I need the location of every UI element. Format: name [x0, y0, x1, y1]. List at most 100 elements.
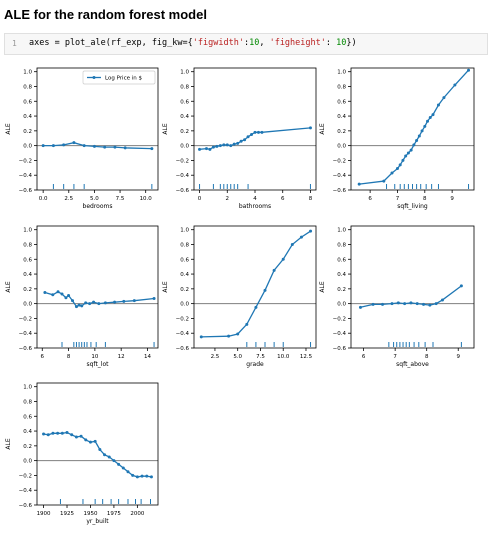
x-tick-label: 7 — [396, 196, 400, 202]
y-tick-label: 1.0 — [337, 228, 346, 234]
code-cell[interactable]: 1 axes = plot_ale(rf_exp, fig_kw={'figwi… — [4, 33, 488, 55]
y-tick-label: 1.0 — [23, 70, 32, 76]
y-tick-label: 0.2 — [180, 129, 189, 135]
y-tick-label: 1.0 — [180, 228, 189, 234]
ale-point — [56, 431, 60, 435]
y-tick-label: 1.0 — [180, 70, 189, 76]
ale-point — [103, 301, 107, 305]
ale-point — [80, 304, 84, 308]
x-tick-label: 5.0 — [90, 196, 99, 202]
y-tick-label: 0.6 — [23, 99, 32, 105]
ale-point — [229, 144, 233, 148]
x-tick-label: 7 — [393, 354, 397, 360]
y-tick-label: 0.8 — [337, 84, 346, 90]
ale-point — [243, 138, 247, 142]
ale-point — [409, 148, 413, 152]
x-tick-label: 0 — [198, 196, 202, 202]
y-axis-label: ALE — [5, 123, 12, 134]
ale-subplot-yr_built: −0.6 −0.4 −0.2 0.0 0.2 0.4 0.6 0.8 1.0 1900 1925 19… — [5, 382, 159, 525]
y-tick-label: −0.6 — [19, 503, 33, 509]
y-tick-label: −0.4 — [176, 331, 190, 337]
ale-point — [77, 303, 81, 307]
x-tick-label: 7.5 — [116, 196, 125, 202]
y-tick-label: 0.4 — [23, 429, 32, 435]
y-tick-label: −0.2 — [176, 158, 189, 164]
ale-point — [43, 291, 47, 295]
ale-point — [290, 242, 294, 246]
y-tick-label: 0.2 — [337, 287, 346, 293]
ale-point — [208, 147, 212, 151]
ale-point — [428, 116, 432, 120]
ale-point — [382, 179, 386, 183]
ale-point — [65, 431, 69, 435]
y-tick-label: −0.2 — [19, 473, 32, 479]
ale-point — [357, 182, 361, 186]
y-tick-label: 0.8 — [23, 399, 32, 405]
ale-point — [436, 103, 440, 107]
x-tick-label: 9 — [456, 354, 460, 360]
ale-subplot-bedrooms: −0.6 −0.4 −0.2 0.0 0.2 0.4 0.6 0.8 1.0 0.0 2.5 5.0 7… — [5, 67, 159, 210]
ale-point — [56, 290, 60, 294]
code-key-figwidth: 'figwidth' — [192, 38, 244, 48]
code-prefix: axes = plot_ale(rf_exp, fig_kw={ — [29, 38, 193, 48]
y-tick-label: 0.8 — [23, 242, 32, 248]
y-tick-label: 0.0 — [337, 144, 346, 150]
y-tick-label: 0.0 — [180, 144, 189, 150]
ale-subplot-grade: −0.6 −0.4 −0.2 0.0 0.2 0.4 0.6 0.8 1.0 2.5 5.0 7.5 1… — [162, 225, 317, 368]
ale-point — [236, 332, 240, 336]
ale-point — [453, 83, 457, 87]
y-tick-label: 0.2 — [23, 287, 32, 293]
y-tick-label: −0.4 — [333, 331, 347, 337]
y-axis-label: ALE — [162, 281, 169, 292]
ale-point — [51, 293, 55, 297]
x-tick-label: 2000 — [130, 511, 144, 517]
ale-point — [417, 134, 421, 138]
ale-point — [467, 68, 471, 72]
y-tick-label: 0.8 — [180, 242, 189, 248]
ale-subplot-sqft_living: −0.6 −0.4 −0.2 0.0 0.2 0.4 0.6 0.8 1.0 6 7 8 9 sqft_l… — [319, 67, 475, 210]
ale-point — [415, 302, 419, 306]
y-tick-label: −0.4 — [19, 488, 33, 494]
cell-code[interactable]: axes = plot_ale(rf_exp, fig_kw={'figwidt… — [29, 38, 357, 48]
legend-marker — [92, 76, 96, 79]
x-tick-label: 8 — [423, 196, 427, 202]
ale-point — [123, 146, 127, 150]
y-tick-label: −0.6 — [176, 188, 190, 194]
ale-point — [60, 431, 64, 435]
y-tick-label: 0.0 — [180, 302, 189, 308]
ale-point — [113, 300, 117, 304]
ale-point — [64, 296, 68, 300]
x-tick-label: 5.0 — [233, 354, 242, 360]
axes-frame — [36, 382, 159, 506]
ale-point — [88, 440, 92, 444]
x-axis-label: grade — [246, 361, 264, 368]
x-tick-label: 9 — [450, 196, 454, 202]
ale-point — [113, 145, 117, 149]
axes-frame — [350, 225, 475, 349]
ale-point — [440, 298, 444, 302]
code-val-figheight: 10 — [336, 38, 347, 48]
page-title: ALE for the random forest model — [4, 7, 207, 22]
y-tick-label: −0.4 — [19, 331, 33, 337]
x-tick-label: 1900 — [37, 511, 51, 517]
ale-point — [222, 143, 226, 147]
ale-point — [84, 438, 88, 442]
ale-point — [112, 459, 116, 463]
code-sep: , — [259, 38, 270, 48]
y-tick-label: 1.0 — [337, 70, 346, 76]
ale-point — [428, 303, 432, 307]
ale-point — [398, 163, 402, 167]
x-tick-label: 0.0 — [39, 196, 48, 202]
ale-point — [309, 229, 313, 233]
ale-point — [51, 144, 55, 148]
legend-box — [82, 70, 156, 85]
y-axis-label: ALE — [5, 438, 12, 449]
ale-point — [263, 288, 267, 292]
ale-point — [442, 96, 446, 100]
ale-point — [145, 474, 149, 478]
ale-point — [395, 167, 399, 171]
ale-point — [403, 302, 407, 306]
ale-point — [308, 126, 312, 130]
ale-point — [82, 144, 86, 148]
y-axis-label: ALE — [162, 123, 169, 134]
